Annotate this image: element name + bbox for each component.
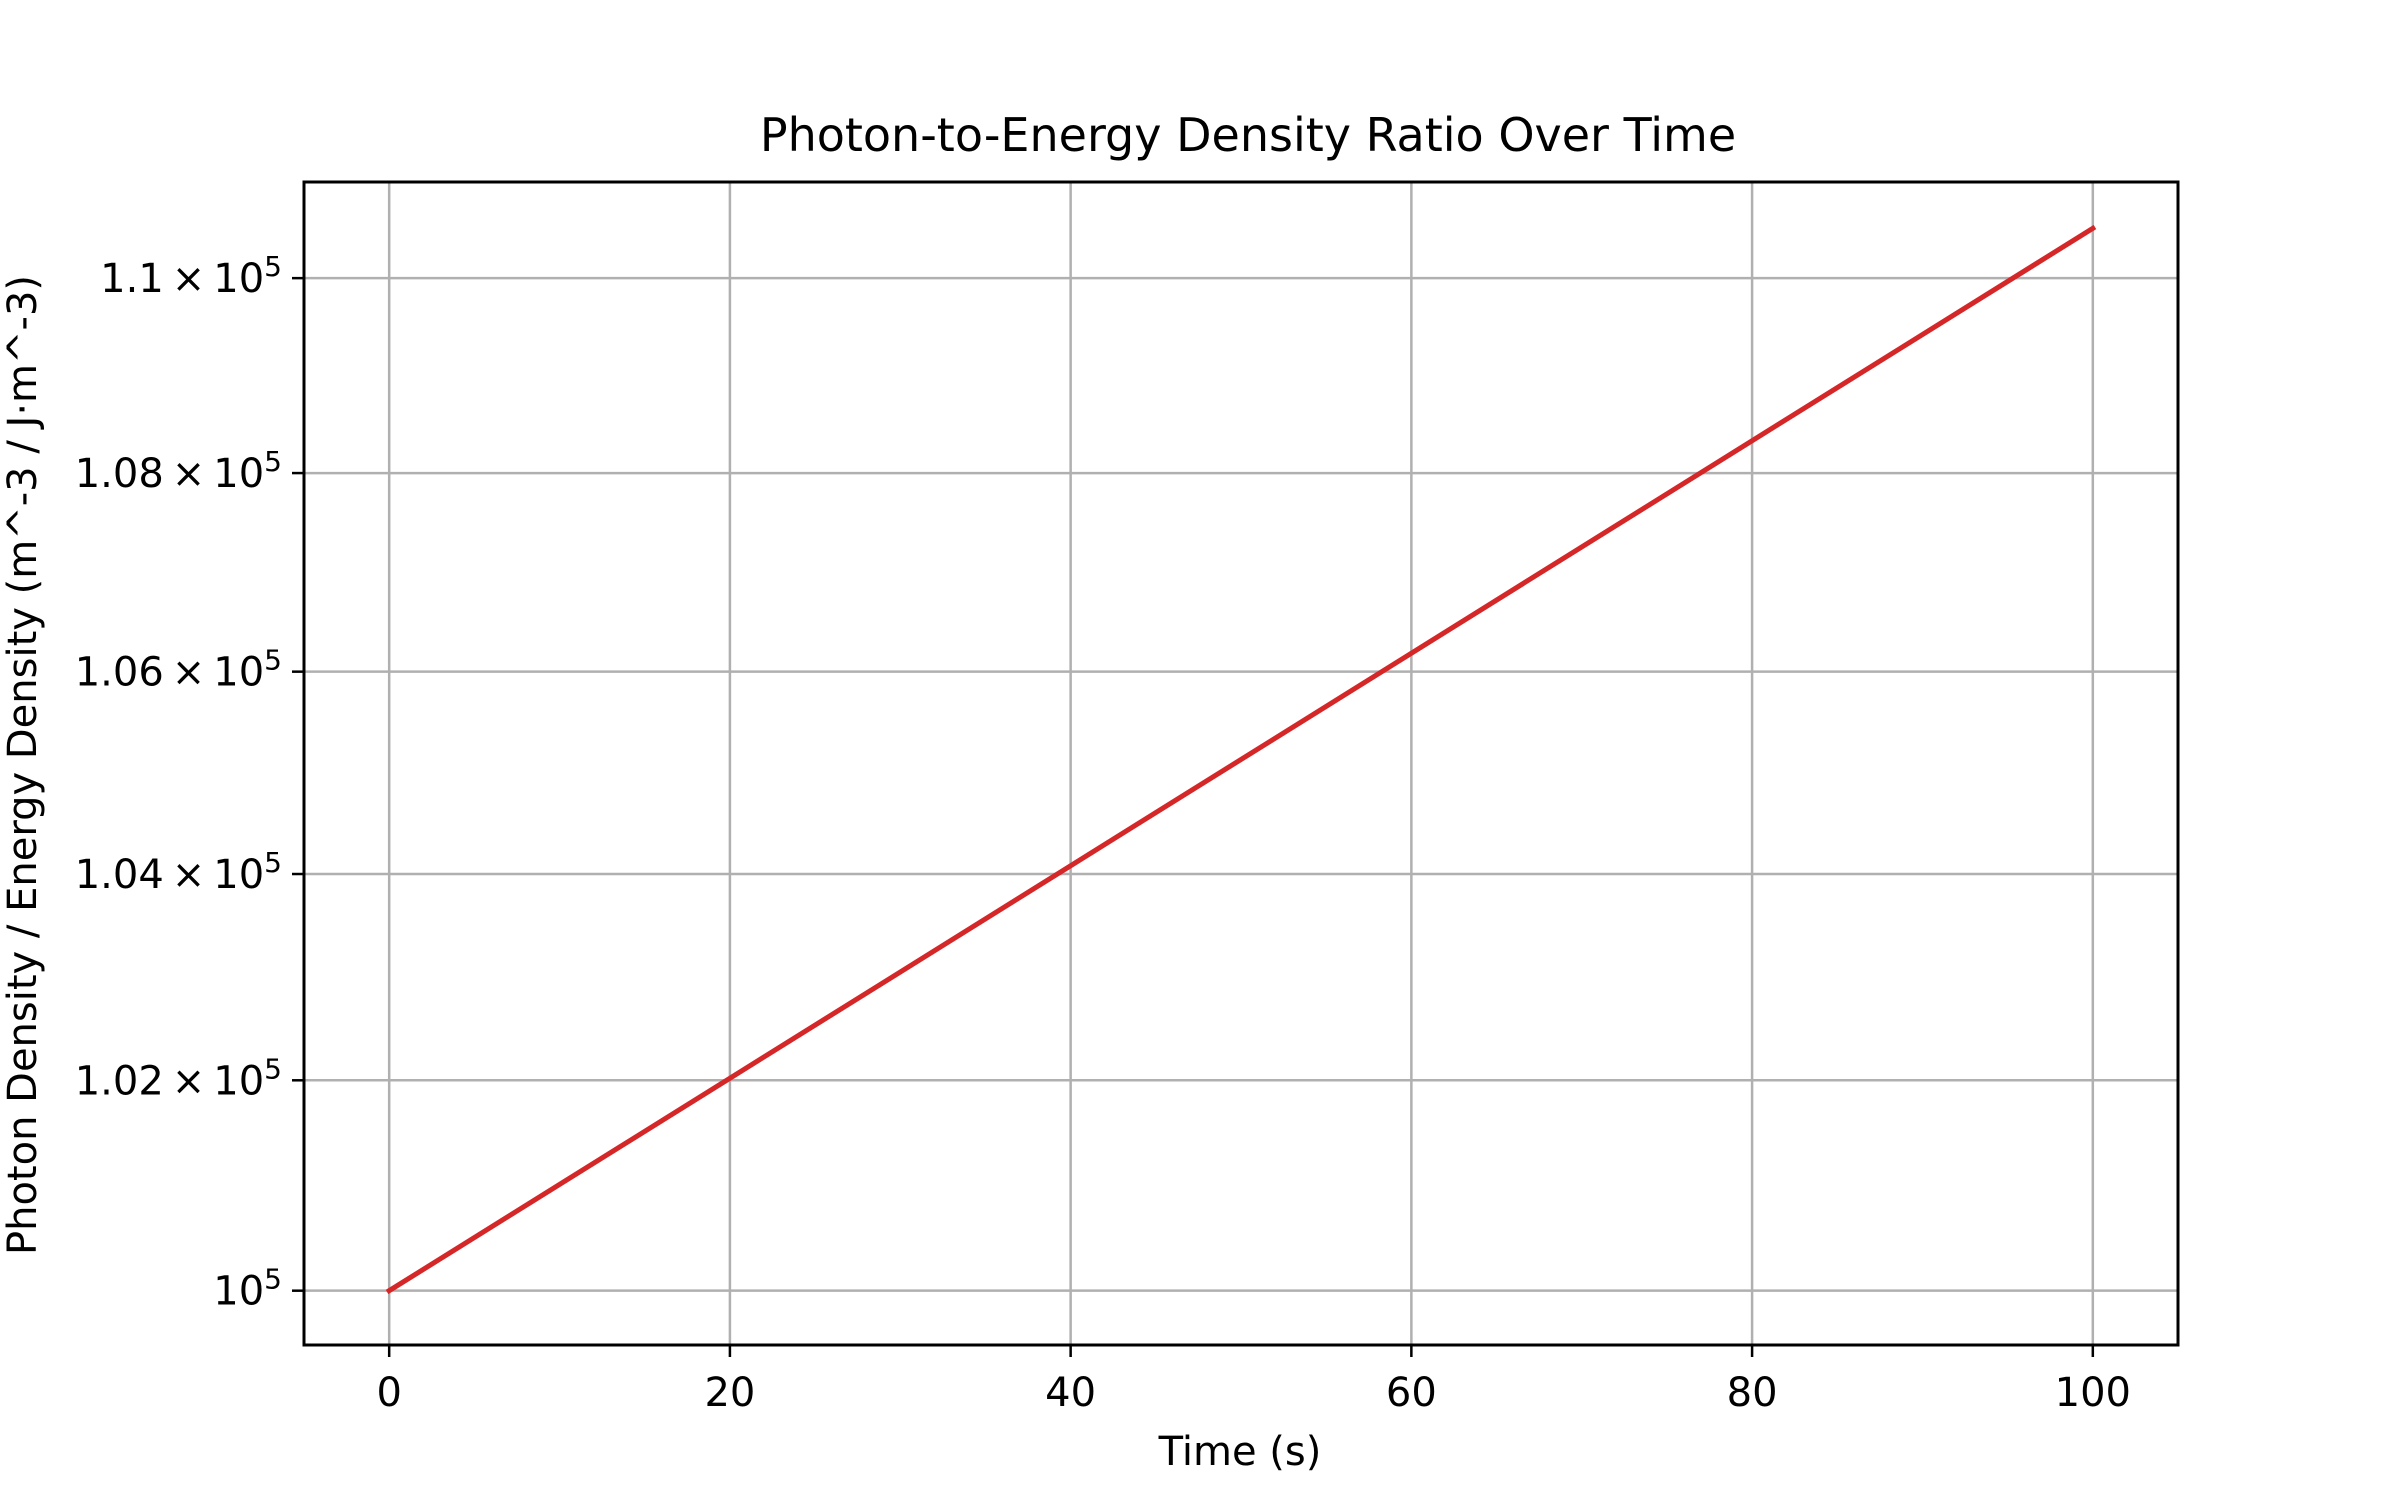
y-tick-label: 1.1 × 105 — [100, 250, 282, 302]
plot-frame — [302, 180, 2180, 1347]
chart-title: Photon-to-Energy Density Ratio Over Time — [760, 108, 1736, 162]
y-axis-label: Photon Density / Energy Density (m^-3 / … — [0, 275, 46, 1255]
data-series — [385, 224, 2097, 1295]
grid-lines — [304, 182, 2178, 1345]
x-tick-label: 0 — [376, 1370, 401, 1416]
y-tick-label: 1.02 × 105 — [75, 1052, 282, 1104]
x-tick-label: 60 — [1386, 1370, 1437, 1416]
y-axis-ticks: 105 1.02 × 105 1.04 × 105 1.06 × 105 1.08 × … — [75, 250, 304, 1315]
y-tick-label: 1.08 × 105 — [75, 445, 282, 497]
x-tick-label: 80 — [1727, 1370, 1778, 1416]
x-tick-label: 40 — [1045, 1370, 1096, 1416]
y-tick-label: 1.06 × 105 — [75, 644, 282, 696]
series-line — [385, 224, 2097, 1295]
x-axis-label: Time (s) — [1158, 1429, 1322, 1475]
x-axis-ticks: 0 20 40 60 80 100 — [376, 1345, 2131, 1416]
x-tick-label: 20 — [704, 1370, 755, 1416]
x-tick-label: 100 — [2055, 1370, 2131, 1416]
y-tick-label: 1.04 × 105 — [75, 846, 282, 898]
y-tick-label: 105 — [213, 1263, 282, 1315]
